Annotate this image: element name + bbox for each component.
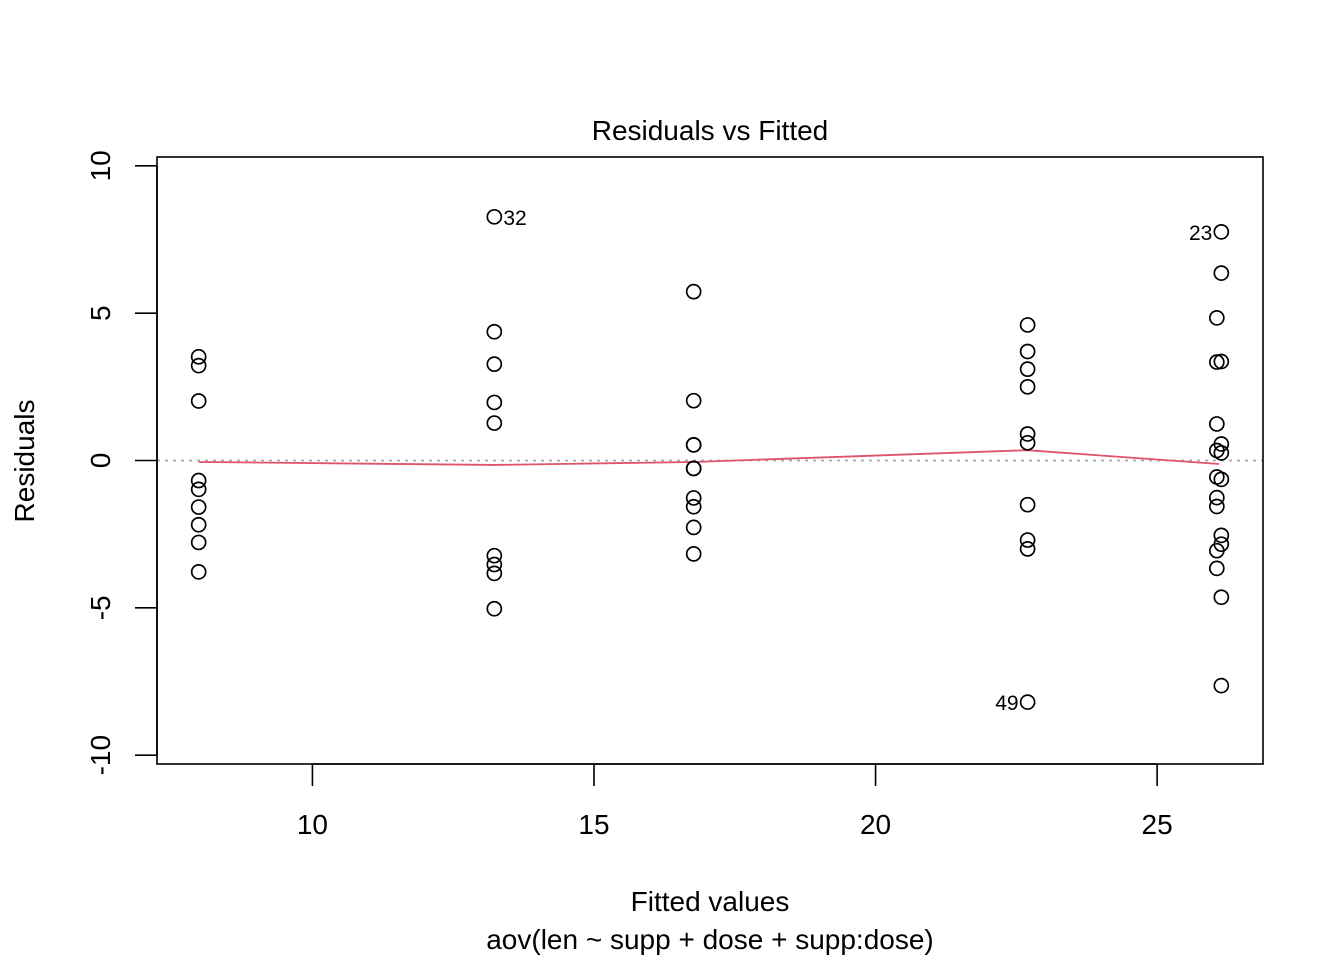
data-point — [1019, 317, 1036, 333]
data-point — [1208, 498, 1225, 515]
data-point — [190, 499, 207, 515]
data-point — [1019, 343, 1036, 360]
data-point — [1213, 265, 1230, 281]
x-tick-label: 25 — [1142, 809, 1173, 840]
y-tick-label: -5 — [85, 595, 116, 620]
y-tick-label: 5 — [85, 305, 116, 321]
smooth-line-group — [198, 449, 1220, 466]
data-point — [1019, 532, 1036, 548]
plot-frame — [156, 156, 1264, 765]
data-point — [1213, 471, 1230, 488]
data-point — [190, 481, 207, 498]
data-point — [1019, 361, 1036, 378]
y-tick-label: -10 — [85, 735, 116, 775]
data-point — [190, 534, 207, 551]
data-point — [486, 394, 503, 411]
data-point — [190, 357, 207, 374]
data-point — [685, 498, 702, 515]
x-axis-label: Fitted values — [631, 886, 790, 917]
data-point — [1213, 436, 1230, 452]
y-axis-label: Residuals — [9, 400, 40, 523]
x-tick-label: 20 — [860, 809, 891, 840]
data-point — [1213, 444, 1230, 461]
data-point — [685, 283, 702, 300]
x-axis-sublabel: aov(len ~ supp + dose + supp:dose) — [486, 924, 934, 955]
data-point — [486, 547, 503, 564]
point-annotation: 32 — [503, 207, 526, 230]
axes-ticks: 10 15 20 25 -10 -5 0 5 10 — [85, 150, 1173, 840]
data-point — [1019, 434, 1036, 451]
data-point — [190, 393, 207, 409]
data-point — [190, 472, 207, 489]
data-point — [1019, 496, 1036, 513]
data-point — [685, 490, 702, 506]
data-point — [685, 546, 702, 562]
point-annotation: 49 — [995, 692, 1018, 715]
data-point — [1208, 489, 1225, 506]
y-tick-label: 0 — [85, 453, 116, 469]
data-point — [486, 600, 503, 617]
smooth-line — [198, 449, 1220, 466]
data-point — [486, 356, 503, 372]
data-point — [1213, 589, 1230, 606]
data-point — [1208, 416, 1225, 432]
data-point — [685, 392, 702, 409]
data-point — [1213, 677, 1230, 694]
x-tick-label: 10 — [297, 809, 328, 840]
data-point — [486, 208, 503, 225]
data-point — [190, 348, 207, 365]
x-tick-label: 15 — [578, 809, 609, 840]
y-tick-label: 10 — [85, 150, 116, 181]
data-point — [190, 516, 207, 533]
data-point — [1213, 527, 1230, 544]
points-group — [190, 208, 1230, 710]
data-point — [685, 519, 702, 536]
data-point — [1213, 536, 1230, 553]
data-point — [190, 564, 207, 580]
data-point — [1019, 378, 1036, 395]
data-point — [685, 460, 702, 477]
point-annotation: 23 — [1189, 222, 1212, 245]
data-point — [486, 323, 503, 340]
annotations-group: 32 23 49 — [503, 207, 1212, 715]
data-point — [1208, 310, 1225, 326]
data-point — [1019, 694, 1036, 710]
data-point — [486, 415, 503, 431]
data-point — [1208, 560, 1225, 577]
data-point — [1019, 541, 1036, 557]
data-point — [685, 437, 702, 453]
chart-title: Residuals vs Fitted — [592, 115, 829, 146]
data-point — [1019, 426, 1036, 442]
data-point — [1213, 223, 1230, 240]
data-point — [1213, 353, 1230, 370]
data-point — [486, 556, 503, 573]
data-point — [486, 565, 503, 582]
